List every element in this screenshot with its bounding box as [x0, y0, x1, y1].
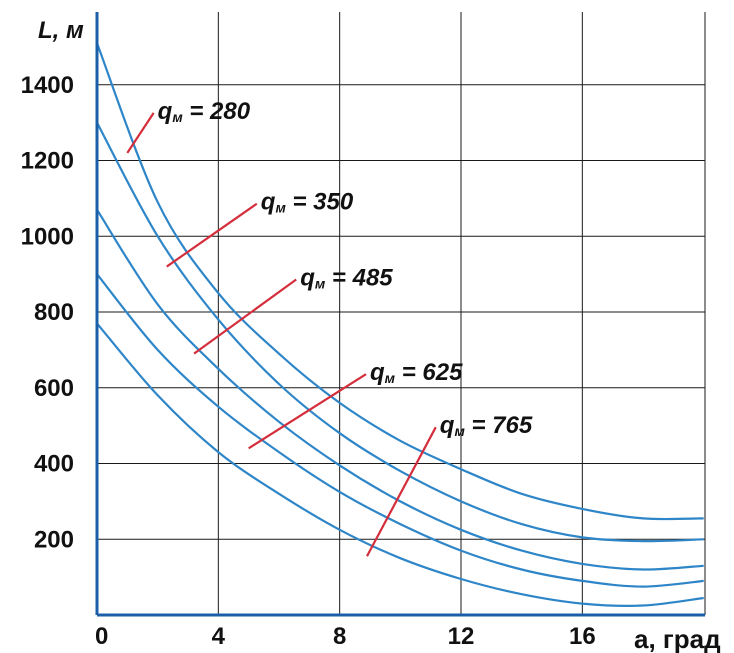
- annotation-pointer: [365, 426, 437, 557]
- y-axis-label: L, м: [38, 17, 84, 44]
- grid: [97, 12, 706, 615]
- annotation-label: qм = 485: [300, 264, 393, 291]
- annotation-subscript: м: [385, 370, 396, 386]
- annotation-label: qм = 350: [261, 189, 354, 216]
- annotation-label: qм = 625: [370, 359, 463, 386]
- y-tick-label: 400: [34, 451, 74, 478]
- annotation-label: qм = 280: [158, 98, 251, 125]
- y-tick-label: 1200: [21, 148, 74, 175]
- annotation-subscript: м: [275, 200, 286, 216]
- annotation-symbol: q: [158, 98, 173, 125]
- x-axis-label: a, град: [634, 624, 721, 653]
- annotation-subscript: м: [172, 109, 183, 125]
- annotation-pointers: [126, 112, 437, 557]
- annotation-label: qм = 765: [440, 412, 533, 439]
- annotation-value: = 350: [286, 189, 354, 216]
- series-line: [95, 42, 704, 521]
- series-line: [96, 209, 704, 571]
- annotation-value: = 625: [395, 359, 463, 386]
- x-tick-label: 12: [448, 623, 475, 650]
- x-tick-label: 8: [333, 623, 346, 650]
- series-line: [96, 122, 704, 543]
- annotation-pointer: [126, 112, 155, 154]
- x-tick-label: 4: [212, 623, 226, 650]
- annotation-value: = 485: [325, 264, 393, 291]
- y-tick-label: 1000: [21, 223, 74, 250]
- annotation-symbol: q: [261, 189, 276, 216]
- annotation-symbol: q: [370, 359, 385, 386]
- annotation-pointer: [248, 373, 367, 450]
- annotation-subscript: м: [315, 275, 326, 291]
- annotation-pointer: [193, 278, 297, 355]
- annotation-subscript: м: [454, 423, 465, 439]
- tick-labels: 200 400 600 800 1000 1200 1400 0 4 8 12 16: [21, 72, 596, 650]
- curves: [95, 42, 704, 607]
- y-tick-label: 600: [34, 375, 74, 402]
- y-tick-label: 200: [34, 526, 74, 553]
- annotation-value: = 280: [183, 98, 251, 125]
- annotation-value: = 765: [465, 412, 533, 439]
- annotation-symbol: q: [300, 264, 315, 291]
- x-tick-label: 0: [95, 623, 108, 650]
- axes: [95, 12, 705, 617]
- series-line: [96, 322, 704, 607]
- x-tick-label: 16: [569, 623, 596, 650]
- annotation-pointer: [166, 202, 258, 268]
- y-tick-label: 1400: [21, 72, 74, 99]
- annotation-symbol: q: [440, 412, 455, 439]
- y-tick-label: 800: [34, 299, 74, 326]
